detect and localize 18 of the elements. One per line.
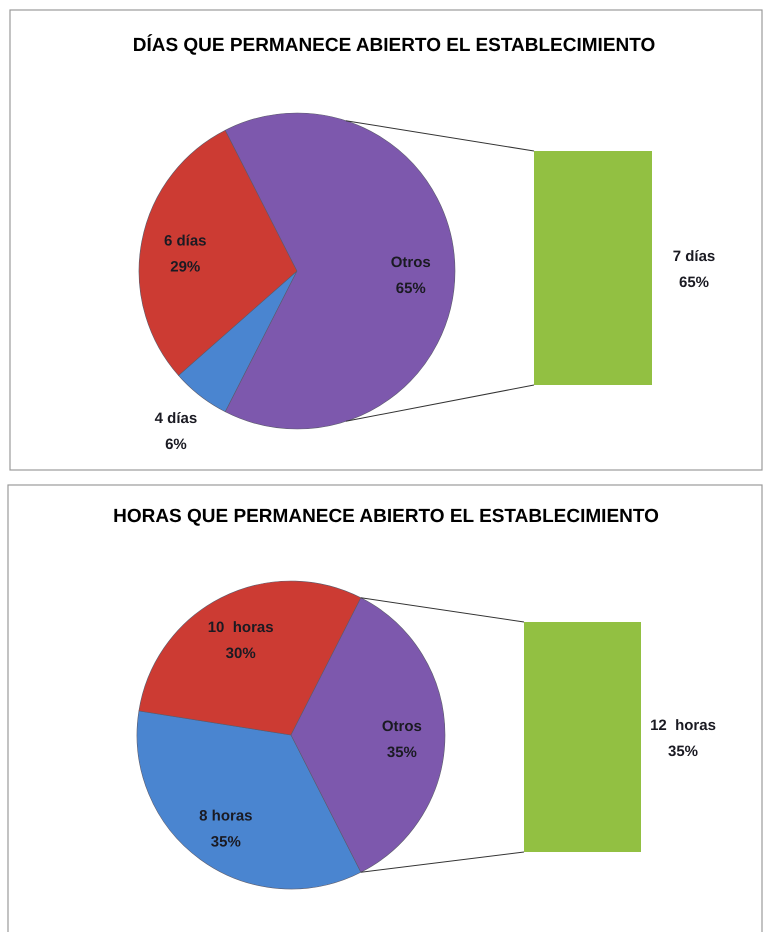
data-label: 65% — [396, 280, 426, 297]
data-label: 6% — [165, 436, 187, 454]
slice-label: Otros — [382, 718, 422, 735]
data-label: 35% — [386, 744, 417, 761]
slice-label: 8 horas — [199, 808, 253, 825]
text: 7 días — [672, 248, 716, 265]
slice-label: Otros — [390, 254, 431, 271]
chart-title: DÍAS QUE PERMANECE ABIERTO EL ESTABLECIMIENTO — [132, 34, 656, 56]
data-label: 29% — [170, 258, 200, 276]
text: 35% — [668, 743, 698, 760]
data-label: 30% — [226, 645, 256, 662]
slice-label: 10 horas — [208, 619, 274, 636]
chart-title: HORAS QUE PERMANECE ABIERTO EL ESTABLECIMIENTO — [113, 506, 659, 527]
slice-label: 4 días — [154, 410, 198, 428]
text: 12 horas — [650, 717, 716, 734]
data-label: 35% — [210, 834, 241, 851]
slice-label: 6 días — [164, 232, 207, 250]
text: 65% — [678, 274, 710, 291]
